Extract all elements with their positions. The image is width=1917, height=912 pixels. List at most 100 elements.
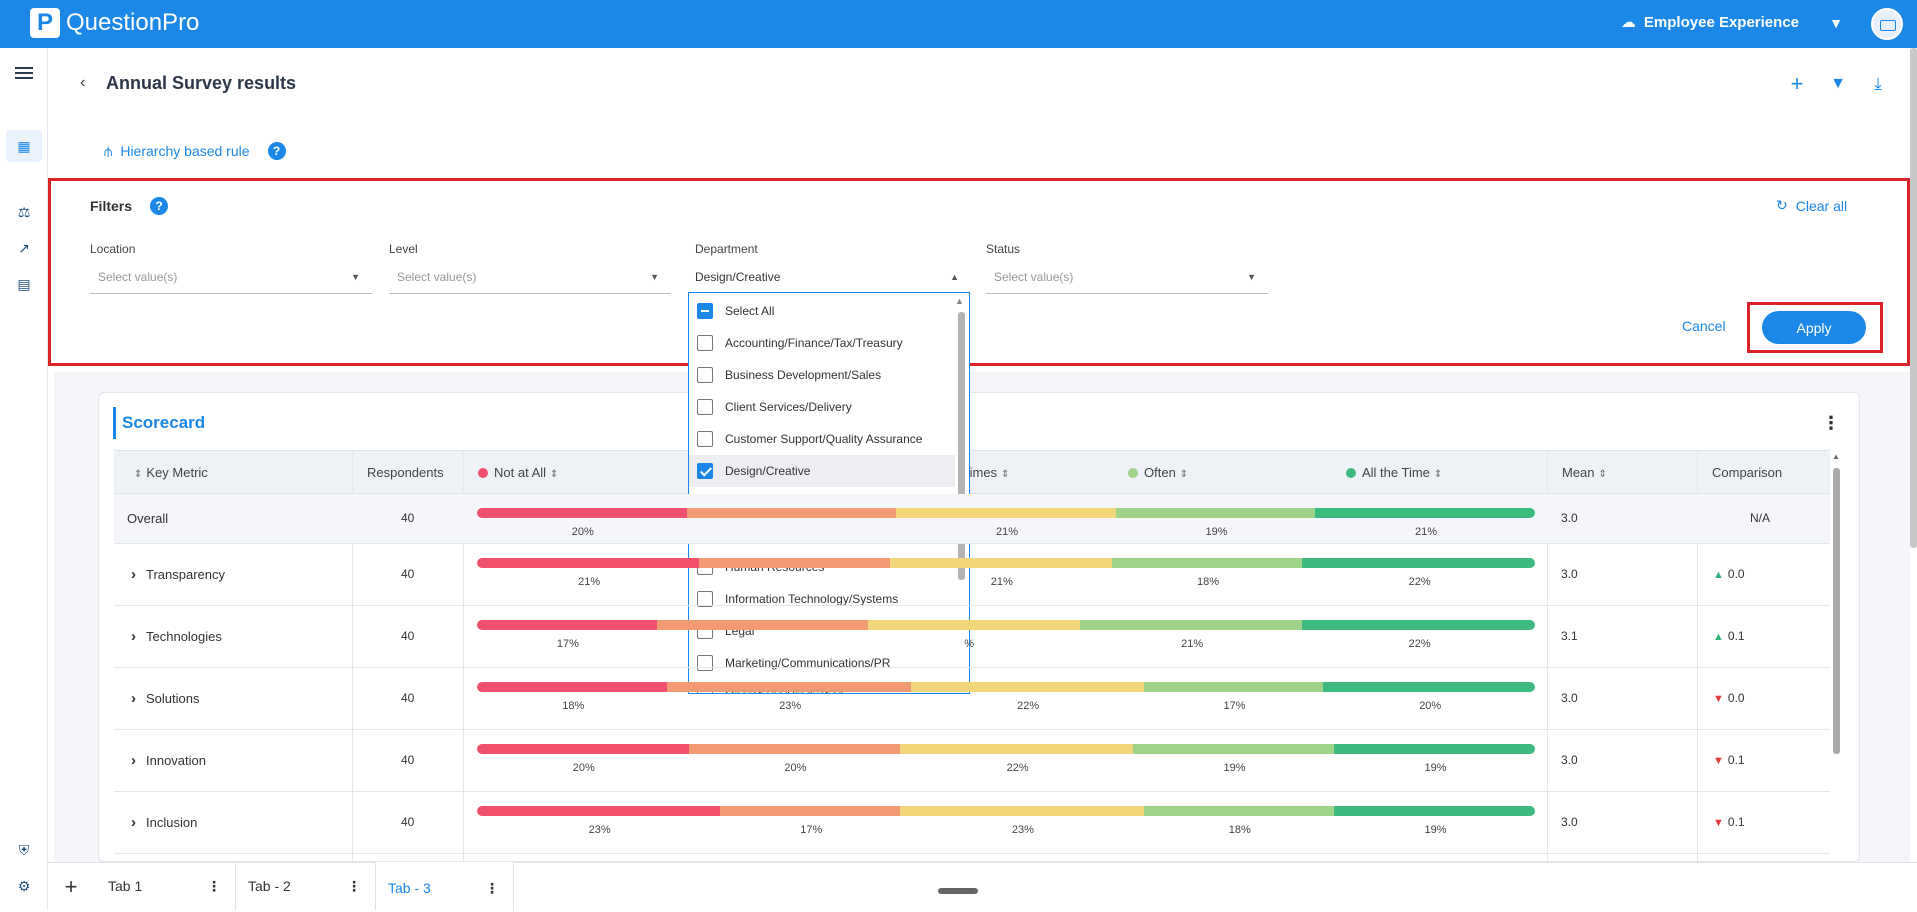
expand-chevron-icon[interactable]: › (131, 814, 136, 831)
tab-menu-icon[interactable]: ⋮ (207, 878, 221, 894)
dropdown-scroll-up-icon[interactable]: ▲ (955, 296, 964, 306)
apply-button[interactable]: Apply (1762, 311, 1866, 344)
table-row[interactable] (114, 792, 1830, 854)
distribution-bar[interactable] (477, 558, 1535, 568)
often-header[interactable]: Often ⇕ (1128, 451, 1192, 495)
app-name[interactable]: QuestionPro (66, 9, 200, 36)
bar-segment[interactable] (699, 558, 890, 568)
expand-chevron-icon[interactable]: › (131, 628, 136, 645)
table-row[interactable] (114, 606, 1830, 668)
distribution-bar[interactable] (477, 508, 1535, 518)
checkbox[interactable] (697, 303, 713, 319)
distribution-bar[interactable] (477, 806, 1535, 816)
bar-segment[interactable] (477, 558, 700, 568)
bar-segment[interactable] (896, 508, 1116, 518)
filters-help-icon[interactable]: ? (150, 197, 168, 215)
metric-name[interactable]: Transparency (146, 567, 225, 582)
bar-segment[interactable] (1111, 558, 1303, 568)
bar-segment[interactable] (1132, 744, 1334, 754)
bar-segment[interactable] (868, 620, 1081, 630)
trend-chart-icon[interactable]: ↗ (18, 240, 30, 256)
dropdown-scrollbar-thumb[interactable] (958, 312, 965, 580)
bar-segment[interactable] (1333, 744, 1535, 754)
bar-segment[interactable] (688, 744, 901, 754)
sidebar-item-dashboard[interactable] (6, 130, 42, 162)
hamburger-icon[interactable] (12, 64, 36, 84)
bar-segment[interactable] (1143, 682, 1324, 692)
level-select[interactable]: Select value(s) ▼ (389, 266, 671, 294)
department-select[interactable]: Design/Creative ▲ (689, 266, 971, 294)
dropdown-option[interactable]: Select All (689, 295, 955, 327)
kebab-menu-icon[interactable]: ⋮ (1822, 413, 1840, 433)
checkbox[interactable] (697, 463, 713, 479)
tab-menu-icon[interactable]: ⋮ (485, 880, 499, 896)
bar-segment[interactable] (1314, 508, 1535, 518)
drag-handle[interactable] (938, 888, 978, 894)
questionpro-logo-icon[interactable]: P (30, 8, 60, 38)
page-scrollbar[interactable] (1910, 48, 1917, 548)
user-avatar[interactable] (1871, 8, 1903, 40)
metric-name[interactable]: Technologies (146, 629, 222, 644)
scale-icon[interactable]: ⚖ (17, 204, 31, 220)
tab-1[interactable]: Tab 1 ⋮ (96, 862, 236, 910)
bar-segment[interactable] (1115, 508, 1315, 518)
bar-segment[interactable] (889, 558, 1112, 568)
product-dropdown-icon[interactable]: ▼ (1829, 15, 1843, 31)
dropdown-option[interactable]: Business Development/Sales (689, 359, 955, 391)
download-icon[interactable]: ⤓ (1874, 74, 1882, 93)
bar-segment[interactable] (686, 508, 896, 518)
hierarchy-rule-link[interactable]: ⫛ Hierarchy based rule ? (104, 142, 286, 160)
back-icon[interactable]: ‹ (80, 74, 86, 91)
bar-segment[interactable] (667, 682, 911, 692)
distribution-bar[interactable] (477, 620, 1535, 630)
expand-chevron-icon[interactable]: › (131, 752, 136, 769)
dropdown-option[interactable]: Accounting/Finance/Tax/Treasury (689, 327, 955, 359)
bar-segment[interactable] (477, 620, 657, 630)
dropdown-option[interactable]: Customer Support/Quality Assurance (689, 423, 955, 455)
table-scrollbar-thumb[interactable] (1833, 468, 1840, 754)
bar-segment[interactable] (1333, 806, 1535, 816)
cancel-button[interactable]: Cancel (1682, 318, 1726, 334)
scroll-up-icon[interactable]: ▲ (1832, 452, 1840, 461)
table-row[interactable] (114, 544, 1830, 606)
add-tab-button[interactable]: + (64, 874, 78, 899)
gear-icon[interactable]: ⚙ (17, 878, 31, 894)
all-the-time-header[interactable]: All the Time ⇕ (1346, 451, 1446, 495)
checkbox[interactable] (697, 367, 713, 383)
bar-segment[interactable] (656, 620, 869, 630)
checkbox[interactable] (697, 431, 713, 447)
bar-segment[interactable] (1143, 806, 1334, 816)
sometimes-header[interactable]: times ⇕ (966, 465, 1010, 480)
expand-chevron-icon[interactable]: › (131, 690, 136, 707)
checkbox[interactable] (697, 399, 713, 415)
bar-segment[interactable] (477, 682, 668, 692)
plus-icon[interactable]: + (1790, 71, 1804, 96)
metric-name[interactable]: Inclusion (146, 815, 198, 830)
table-row[interactable] (114, 668, 1830, 730)
shield-user-icon[interactable]: ⛨ (18, 842, 30, 858)
help-icon[interactable]: ? (267, 142, 286, 160)
metric-name[interactable]: Solutions (146, 691, 200, 706)
tab-3[interactable]: Tab - 3 ⋮ (376, 862, 514, 910)
status-select[interactable]: Select value(s) ▼ (986, 266, 1268, 294)
tab-2[interactable]: Tab - 2 ⋮ (236, 862, 376, 910)
bar-segment[interactable] (910, 682, 1144, 692)
bar-segment[interactable] (477, 806, 721, 816)
distribution-bar[interactable] (477, 744, 1535, 754)
bar-segment[interactable] (720, 806, 901, 816)
dropdown-option[interactable]: Client Services/Delivery (689, 391, 955, 423)
funnel-icon[interactable]: ▼ (1830, 75, 1846, 92)
distribution-bar[interactable] (477, 682, 1535, 692)
bar-segment[interactable] (900, 806, 1144, 816)
product-switcher[interactable]: ☁ Employee Experience (1621, 14, 1799, 32)
bar-segment[interactable] (1302, 620, 1535, 630)
tab-menu-icon[interactable]: ⋮ (347, 878, 361, 894)
key-metric-header[interactable]: ⇕ Key Metric (134, 465, 208, 480)
location-select[interactable]: Select value(s) ▼ (90, 266, 372, 294)
clear-all-button[interactable]: ↻ Clear all (1776, 197, 1847, 214)
bar-segment[interactable] (477, 508, 687, 518)
bar-segment[interactable] (1323, 682, 1535, 692)
bar-segment[interactable] (1302, 558, 1535, 568)
bar-segment[interactable] (900, 744, 1133, 754)
checkbox[interactable] (697, 335, 713, 351)
